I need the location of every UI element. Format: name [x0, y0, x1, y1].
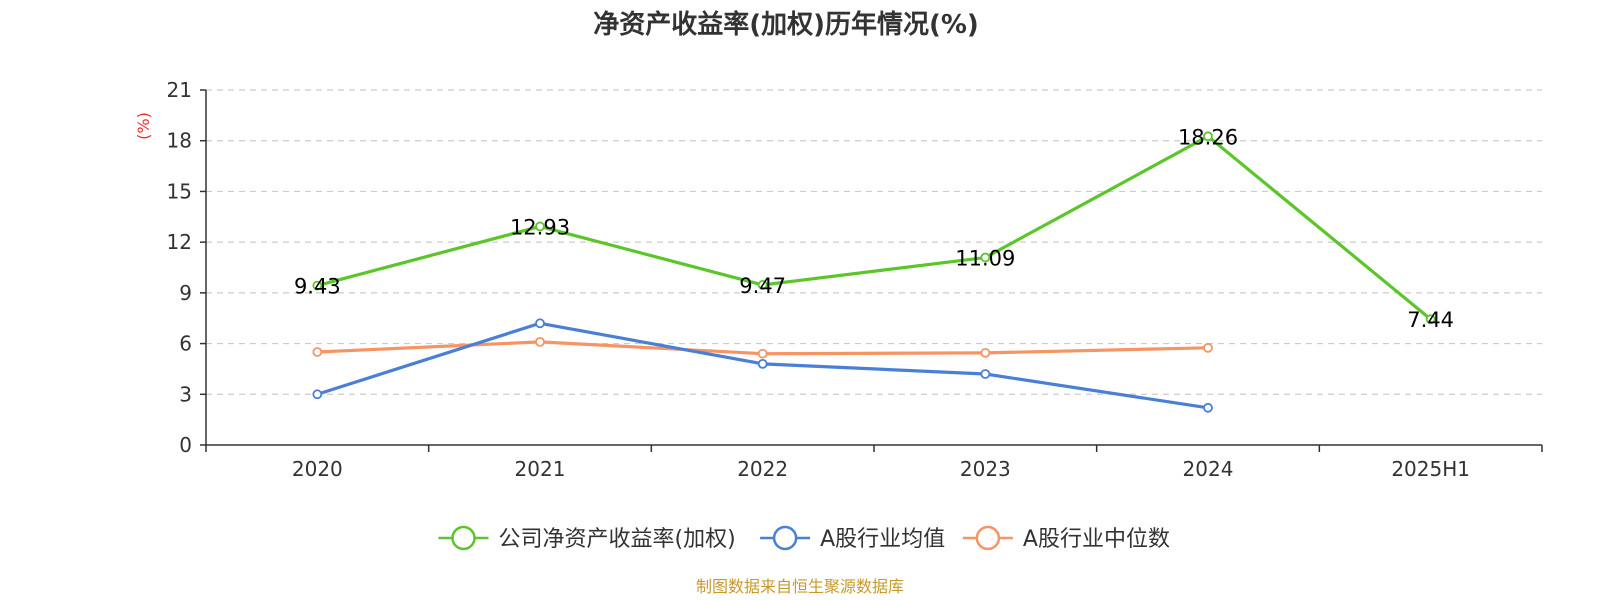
- y-tick-label: 21: [167, 78, 192, 102]
- data-point[interactable]: [312, 280, 323, 291]
- legend-item[interactable]: 公司净资产收益率(加权): [438, 525, 736, 552]
- legend-circle-icon: [451, 525, 476, 551]
- data-point[interactable]: [757, 280, 768, 290]
- data-point[interactable]: [757, 358, 768, 369]
- y-tick-label: 6: [179, 332, 192, 356]
- legend-item[interactable]: A股行业均值: [760, 525, 945, 552]
- data-point[interactable]: [980, 252, 991, 263]
- x-tick-label: 2021: [515, 457, 566, 481]
- data-point[interactable]: [1203, 342, 1213, 353]
- y-tick-label: 9: [179, 281, 192, 305]
- data-labels: 9.43 12.93 9.47 11.09 18.26 7.44: [294, 125, 1454, 332]
- legend-item[interactable]: A股行业中位数: [962, 525, 1170, 552]
- x-tick-label: 2022: [737, 457, 788, 481]
- legend-circle-icon: [975, 525, 1001, 551]
- grid-lines: [206, 89, 1542, 395]
- data-point[interactable]: [980, 347, 991, 358]
- data-point[interactable]: [980, 369, 991, 379]
- data-point[interactable]: [535, 336, 545, 347]
- x-tick-label: 2024: [1183, 457, 1234, 481]
- data-label: 9.47: [739, 274, 786, 298]
- y-axis-label: (%): [134, 112, 153, 140]
- y-tick-label: 12: [167, 230, 192, 254]
- data-label: 7.44: [1407, 308, 1454, 332]
- series-lines: [315, 134, 1433, 410]
- data-point[interactable]: [757, 348, 768, 359]
- data-point[interactable]: [1203, 402, 1213, 413]
- series-points: [312, 131, 1436, 413]
- legend-label: A股行业均值: [820, 527, 945, 552]
- x-tick-label: 2025H1: [1391, 457, 1470, 481]
- data-label: 18.26: [1178, 125, 1238, 149]
- data-point[interactable]: [535, 318, 545, 329]
- data-point[interactable]: [1203, 131, 1213, 142]
- data-point[interactable]: [312, 389, 323, 400]
- data-label: 12.93: [510, 215, 570, 239]
- y-tick-label: 0: [179, 433, 192, 457]
- y-tick-label: 18: [167, 129, 192, 153]
- data-point[interactable]: [535, 221, 545, 232]
- legend-circle-icon: [772, 525, 798, 551]
- series-line: [315, 134, 1433, 321]
- y-tick-label: 3: [179, 382, 192, 406]
- legend[interactable]: 公司净资产收益率(加权) A股行业均值 A股行业中位数: [438, 525, 1170, 552]
- legend-label: 公司净资产收益率(加权): [499, 527, 736, 552]
- data-point[interactable]: [1425, 314, 1436, 325]
- data-label: 9.43: [294, 275, 341, 299]
- x-tick-label: 2023: [960, 457, 1011, 481]
- data-label: 11.09: [955, 247, 1015, 271]
- x-tick-label: 2020: [292, 457, 343, 481]
- chart-title: 净资产收益率(加权)历年情况(%): [593, 9, 979, 40]
- data-point[interactable]: [312, 347, 323, 357]
- axes: 0 3 6 9 12 15 18 21 2020 2021 2022 2023 2024 2025H1: [167, 78, 1543, 481]
- data-source-note: 制图数据来自恒生聚源数据库: [696, 577, 904, 596]
- y-tick-label: 15: [167, 179, 192, 203]
- legend-label: A股行业中位数: [1023, 527, 1170, 552]
